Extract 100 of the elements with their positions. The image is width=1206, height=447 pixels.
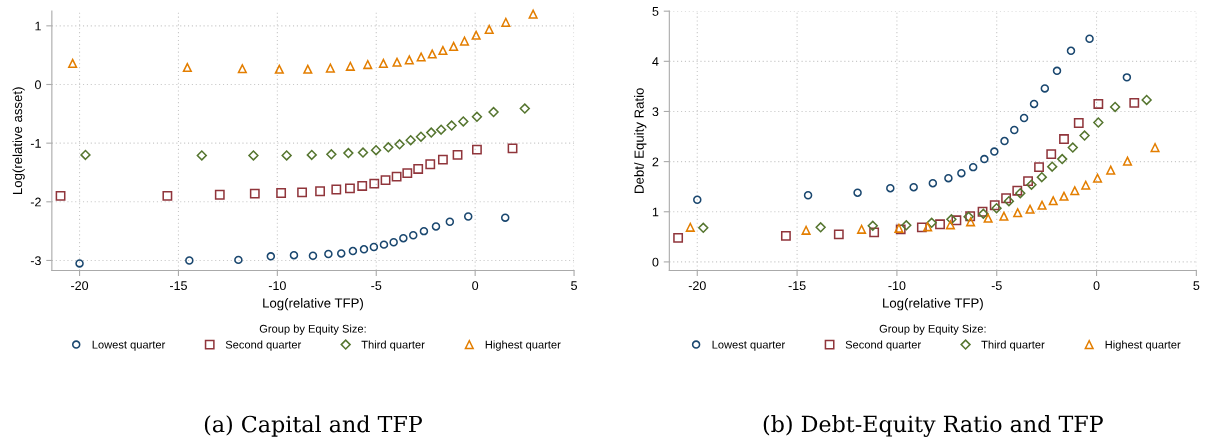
- point: [1023, 176, 1033, 187]
- y-tick-label: -1: [30, 139, 41, 148]
- point: [1067, 142, 1078, 153]
- point: [1034, 162, 1044, 173]
- point: [405, 135, 416, 146]
- point: [886, 183, 895, 193]
- point: [182, 62, 192, 73]
- y-axis-title: Debt/ Equity Ratio: [634, 88, 647, 193]
- x-tick-label: -10: [268, 281, 286, 291]
- point: [357, 147, 369, 158]
- x-tick-label: -15: [788, 281, 806, 291]
- point: [369, 242, 379, 252]
- point: [1081, 180, 1091, 190]
- point: [435, 124, 447, 135]
- point: [944, 173, 953, 183]
- point: [1070, 186, 1080, 196]
- point: [413, 164, 424, 174]
- point: [1122, 73, 1132, 82]
- point: [68, 58, 78, 68]
- point: [266, 252, 276, 261]
- point: [528, 9, 538, 19]
- x-tick-label: 5: [571, 281, 578, 291]
- point: [415, 131, 427, 142]
- y-tick-label: -2: [30, 197, 41, 207]
- x-tick-label: -5: [991, 281, 1002, 291]
- point: [500, 213, 510, 222]
- point: [780, 230, 791, 241]
- point: [363, 59, 373, 70]
- point: [501, 17, 511, 27]
- point: [951, 215, 962, 226]
- point: [248, 150, 259, 161]
- point: [1047, 161, 1058, 172]
- point: [990, 147, 999, 156]
- point: [449, 41, 459, 51]
- point: [75, 259, 84, 268]
- y-tick-label: 2: [652, 157, 659, 167]
- point: [1019, 113, 1029, 123]
- x-tick-label: 0: [472, 281, 479, 291]
- point: [419, 226, 429, 236]
- point: [815, 222, 826, 233]
- point: [324, 249, 333, 259]
- point: [237, 64, 247, 74]
- point: [370, 145, 382, 156]
- point: [416, 52, 426, 62]
- point: [452, 149, 463, 160]
- point: [289, 250, 299, 260]
- point: [471, 30, 481, 40]
- point: [1057, 153, 1068, 165]
- point: [909, 182, 918, 192]
- text: (b) Debt-Equity Ratio and TFP: [763, 415, 1103, 437]
- point: [426, 127, 437, 138]
- point: [1048, 196, 1058, 206]
- point: [402, 168, 413, 178]
- point: [685, 222, 695, 232]
- point: [437, 154, 448, 165]
- point: [308, 251, 318, 261]
- point: [801, 225, 811, 235]
- point: [1059, 134, 1069, 144]
- point: [383, 142, 394, 153]
- point: [392, 57, 402, 67]
- y-tick-label: 1: [652, 207, 659, 217]
- point: [249, 188, 260, 199]
- point: [80, 149, 91, 161]
- point: [1079, 130, 1090, 141]
- point: [315, 186, 326, 197]
- point: [306, 149, 317, 161]
- point: [471, 111, 483, 122]
- legend-label: Highest quarter: [1105, 340, 1181, 351]
- y-tick-label: 5: [652, 7, 659, 16]
- point: [507, 143, 518, 154]
- point: [856, 224, 867, 234]
- point: [1093, 117, 1104, 128]
- x-tick-label: 5: [1193, 281, 1200, 291]
- legend-label: Lowest quarter: [712, 340, 785, 351]
- point: [380, 175, 391, 186]
- x-tick-label: -5: [371, 281, 382, 291]
- x-tick-label: -10: [888, 281, 906, 291]
- point: [1010, 125, 1019, 135]
- point: [853, 188, 862, 197]
- point: [331, 184, 342, 195]
- text: (a) Capital and TFP: [204, 415, 422, 437]
- point: [404, 55, 414, 65]
- x-tick-label: 0: [1093, 281, 1100, 291]
- point: [1129, 98, 1140, 108]
- point: [459, 36, 470, 46]
- point: [923, 222, 933, 232]
- point: [1036, 171, 1048, 183]
- point: [1013, 208, 1023, 218]
- point: [980, 154, 989, 164]
- point: [1026, 179, 1037, 190]
- point: [438, 45, 448, 56]
- point: [359, 245, 369, 254]
- legend-label: Second quarter: [225, 340, 302, 351]
- point: [345, 61, 355, 71]
- point: [472, 144, 482, 155]
- point: [446, 120, 457, 131]
- point: [928, 178, 938, 188]
- point: [214, 189, 225, 200]
- x-axis-title: Log(relative TFP): [263, 298, 363, 311]
- y-tick-label: 3: [652, 107, 659, 117]
